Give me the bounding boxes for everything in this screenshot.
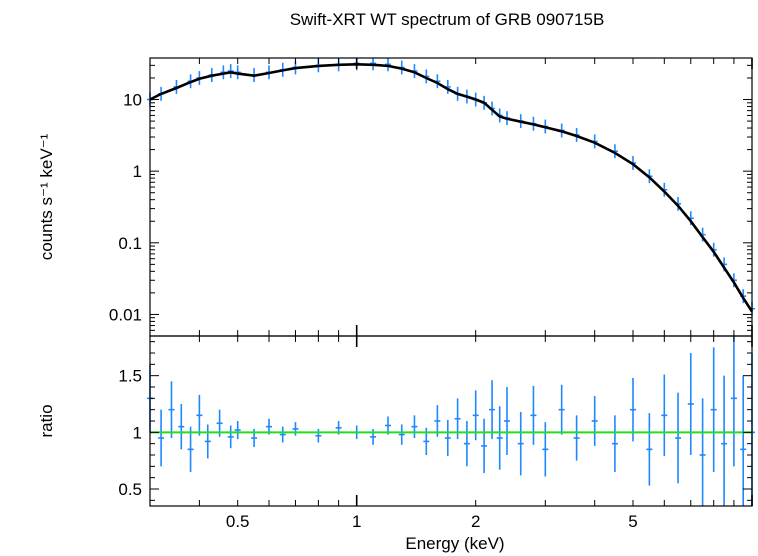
ratio-data-point (370, 428, 377, 445)
ratio-data-point (517, 411, 524, 476)
spectrum-y-ticks: 10 1 0.1 0.01 (109, 64, 752, 337)
ratio-data-point (699, 398, 706, 506)
ratio-data-point (542, 422, 549, 477)
ratio-data-point (196, 394, 203, 436)
ratio-data-point (675, 392, 682, 484)
ratio-data-point (411, 415, 418, 438)
spectrum-panel-frame (149, 57, 753, 337)
spectrum-data-group (147, 58, 755, 316)
ratio-data-point (721, 375, 728, 506)
ratio-data-point (279, 426, 286, 443)
ratio-data-group (147, 336, 755, 506)
ratio-data-point (530, 385, 537, 445)
ratio-data-point (740, 375, 747, 506)
ratio-data-point (158, 409, 165, 467)
x-axis-label: Energy (keV) (405, 534, 504, 553)
ratio-data-point (630, 377, 637, 442)
chart-title: Swift-XRT WT spectrum of GRB 090715B (290, 10, 605, 29)
spectrum-model-line (149, 62, 754, 313)
ratio-data-point (227, 425, 234, 449)
ratio-y-ticks: 1.5 1 0.5 (118, 341, 752, 501)
ratio-data-point (687, 353, 694, 455)
ratio-data-point (591, 396, 598, 446)
ratio-y-axis-label: ratio (37, 404, 56, 437)
ratio-data-point (573, 415, 580, 461)
ratio-y-tick-label: 1.5 (118, 367, 142, 386)
ratio-data-point (204, 424, 211, 459)
ratio-data-point (234, 421, 241, 440)
ratio-data-point (315, 428, 322, 443)
ratio-panel: 1.5 1 0.5 0.5 1 2 5 ratio (37, 335, 755, 531)
x-tick-label: 0.5 (226, 512, 250, 531)
spectrum-x-ticks (149, 58, 753, 336)
spectrum-y-tick-label: 0.01 (109, 305, 142, 324)
ratio-data-point (168, 381, 175, 438)
ratio-data-point (646, 413, 653, 486)
spectrum-y-tick-label: 0.1 (118, 234, 142, 253)
ratio-data-point (187, 426, 194, 472)
ratio-data-point (489, 380, 496, 440)
x-tick-label: 5 (628, 512, 637, 531)
ratio-y-tick-label: 1 (133, 423, 142, 442)
ratio-data-point (398, 424, 405, 445)
ratio-data-point (503, 387, 510, 455)
ratio-data-point (463, 421, 470, 467)
ratio-data-point (661, 374, 668, 457)
spectrum-y-tick-label: 10 (123, 91, 142, 110)
x-tick-label: 2 (471, 512, 480, 531)
spectrum-y-tick-label: 1 (133, 162, 142, 181)
ratio-data-point (178, 404, 185, 450)
ratio-y-tick-label: 0.5 (118, 480, 142, 499)
ratio-data-point (444, 419, 451, 457)
ratio-data-point (611, 415, 618, 472)
ratio-x-ticks: 0.5 1 2 5 (149, 336, 753, 531)
ratio-panel-frame (149, 335, 753, 507)
ratio-data-point (558, 384, 565, 435)
ratio-data-point (496, 406, 503, 470)
ratio-data-point (710, 347, 717, 472)
x-tick-label: 1 (352, 512, 361, 531)
ratio-data-point (292, 422, 299, 436)
ratio-data-point (730, 336, 737, 467)
ratio-data-point (481, 418, 488, 474)
spectrum-model-group (149, 62, 754, 313)
spectrum-y-axis-label: counts s⁻¹ keV⁻¹ (37, 133, 56, 260)
spectrum-panel: 10 1 0.1 0.01 counts s⁻¹ keV⁻¹ (37, 57, 755, 337)
